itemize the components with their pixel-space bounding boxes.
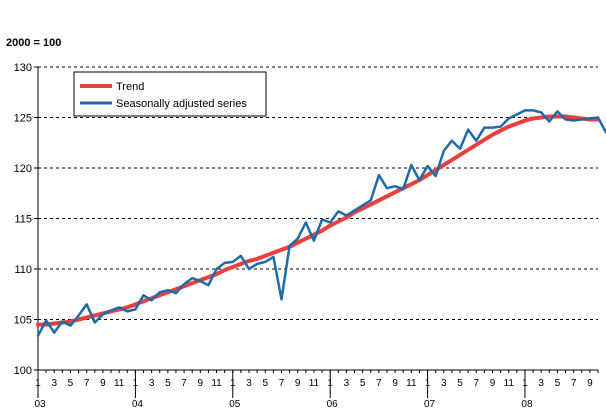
- y-tick-label: 130: [14, 62, 32, 74]
- x-tick-label: 11: [211, 378, 222, 389]
- seasonal-line: [36, 109, 606, 337]
- x-tick-label: 7: [181, 378, 187, 389]
- x-year-label: 05: [229, 399, 241, 410]
- x-year-label: 08: [521, 399, 533, 410]
- x-tick-label: 9: [587, 378, 593, 389]
- x-tick-label: 1: [35, 378, 41, 389]
- x-year-label: 06: [327, 399, 339, 410]
- x-tick-label: 9: [198, 378, 204, 389]
- y-tick-label: 110: [14, 264, 32, 276]
- x-tick-labels: 1 3 5 7 9 11 1 3 5 7 9 11 1 3 5 7 9 11 1 3 5 7 9 11 1 3 5 7 9 11 1 3 5 7 9…: [34, 378, 593, 410]
- x-tick-label: 3: [51, 378, 57, 389]
- x-tick-label: 3: [149, 378, 155, 389]
- y-tick-labels: 100 105 110 115 120 125 130: [14, 62, 32, 377]
- x-year-label: 03: [34, 399, 46, 410]
- x-tick-label: 1: [327, 378, 333, 389]
- axes: [34, 66, 599, 398]
- x-tick-label: 11: [309, 378, 320, 389]
- legend-seasonal-label: Seasonally adjusted series: [116, 98, 247, 110]
- y-tick-label: 115: [14, 214, 32, 226]
- x-tick-label: 9: [100, 378, 106, 389]
- x-year-label: 07: [424, 399, 436, 410]
- y-tick-label: 120: [14, 163, 32, 175]
- x-tick-label: 3: [538, 378, 544, 389]
- x-tick-label: 7: [279, 378, 285, 389]
- x-tick-label: 1: [425, 378, 431, 389]
- y-tick-label: 105: [14, 315, 32, 327]
- x-tick-label: 1: [133, 378, 139, 389]
- x-tick-label: 9: [392, 378, 398, 389]
- x-tick-label: 1: [522, 378, 528, 389]
- x-tick-label: 9: [295, 378, 301, 389]
- x-tick-label: 9: [490, 378, 496, 389]
- trend-line: [36, 114, 600, 327]
- x-tick-label: 11: [114, 378, 125, 389]
- x-tick-label: 5: [360, 378, 366, 389]
- x-tick-label: 3: [441, 378, 447, 389]
- x-tick-label: 3: [246, 378, 252, 389]
- x-tick-label: 5: [68, 378, 74, 389]
- x-tick-label: 5: [165, 378, 171, 389]
- x-tick-label: 11: [406, 378, 417, 389]
- x-tick-label: 7: [571, 378, 577, 389]
- x-tick-label: 7: [473, 378, 479, 389]
- x-tick-label: 5: [457, 378, 463, 389]
- x-tick-label: 7: [84, 378, 90, 389]
- y-tick-label: 100: [14, 365, 32, 377]
- legend: Trend Seasonally adjusted series: [73, 71, 267, 117]
- y-tick-label: 125: [14, 113, 32, 125]
- x-tick-label: 1: [230, 378, 236, 389]
- x-year-label: 04: [132, 399, 144, 410]
- unit-label: 2000 = 100: [6, 37, 61, 49]
- x-tick-label: 11: [504, 378, 515, 389]
- x-tick-label: 7: [376, 378, 382, 389]
- x-tick-label: 5: [555, 378, 561, 389]
- legend-box: [73, 71, 267, 117]
- x-tick-label: 3: [344, 378, 350, 389]
- series-lines: [36, 109, 606, 337]
- x-tick-label: 5: [262, 378, 268, 389]
- legend-trend-label: Trend: [116, 81, 144, 93]
